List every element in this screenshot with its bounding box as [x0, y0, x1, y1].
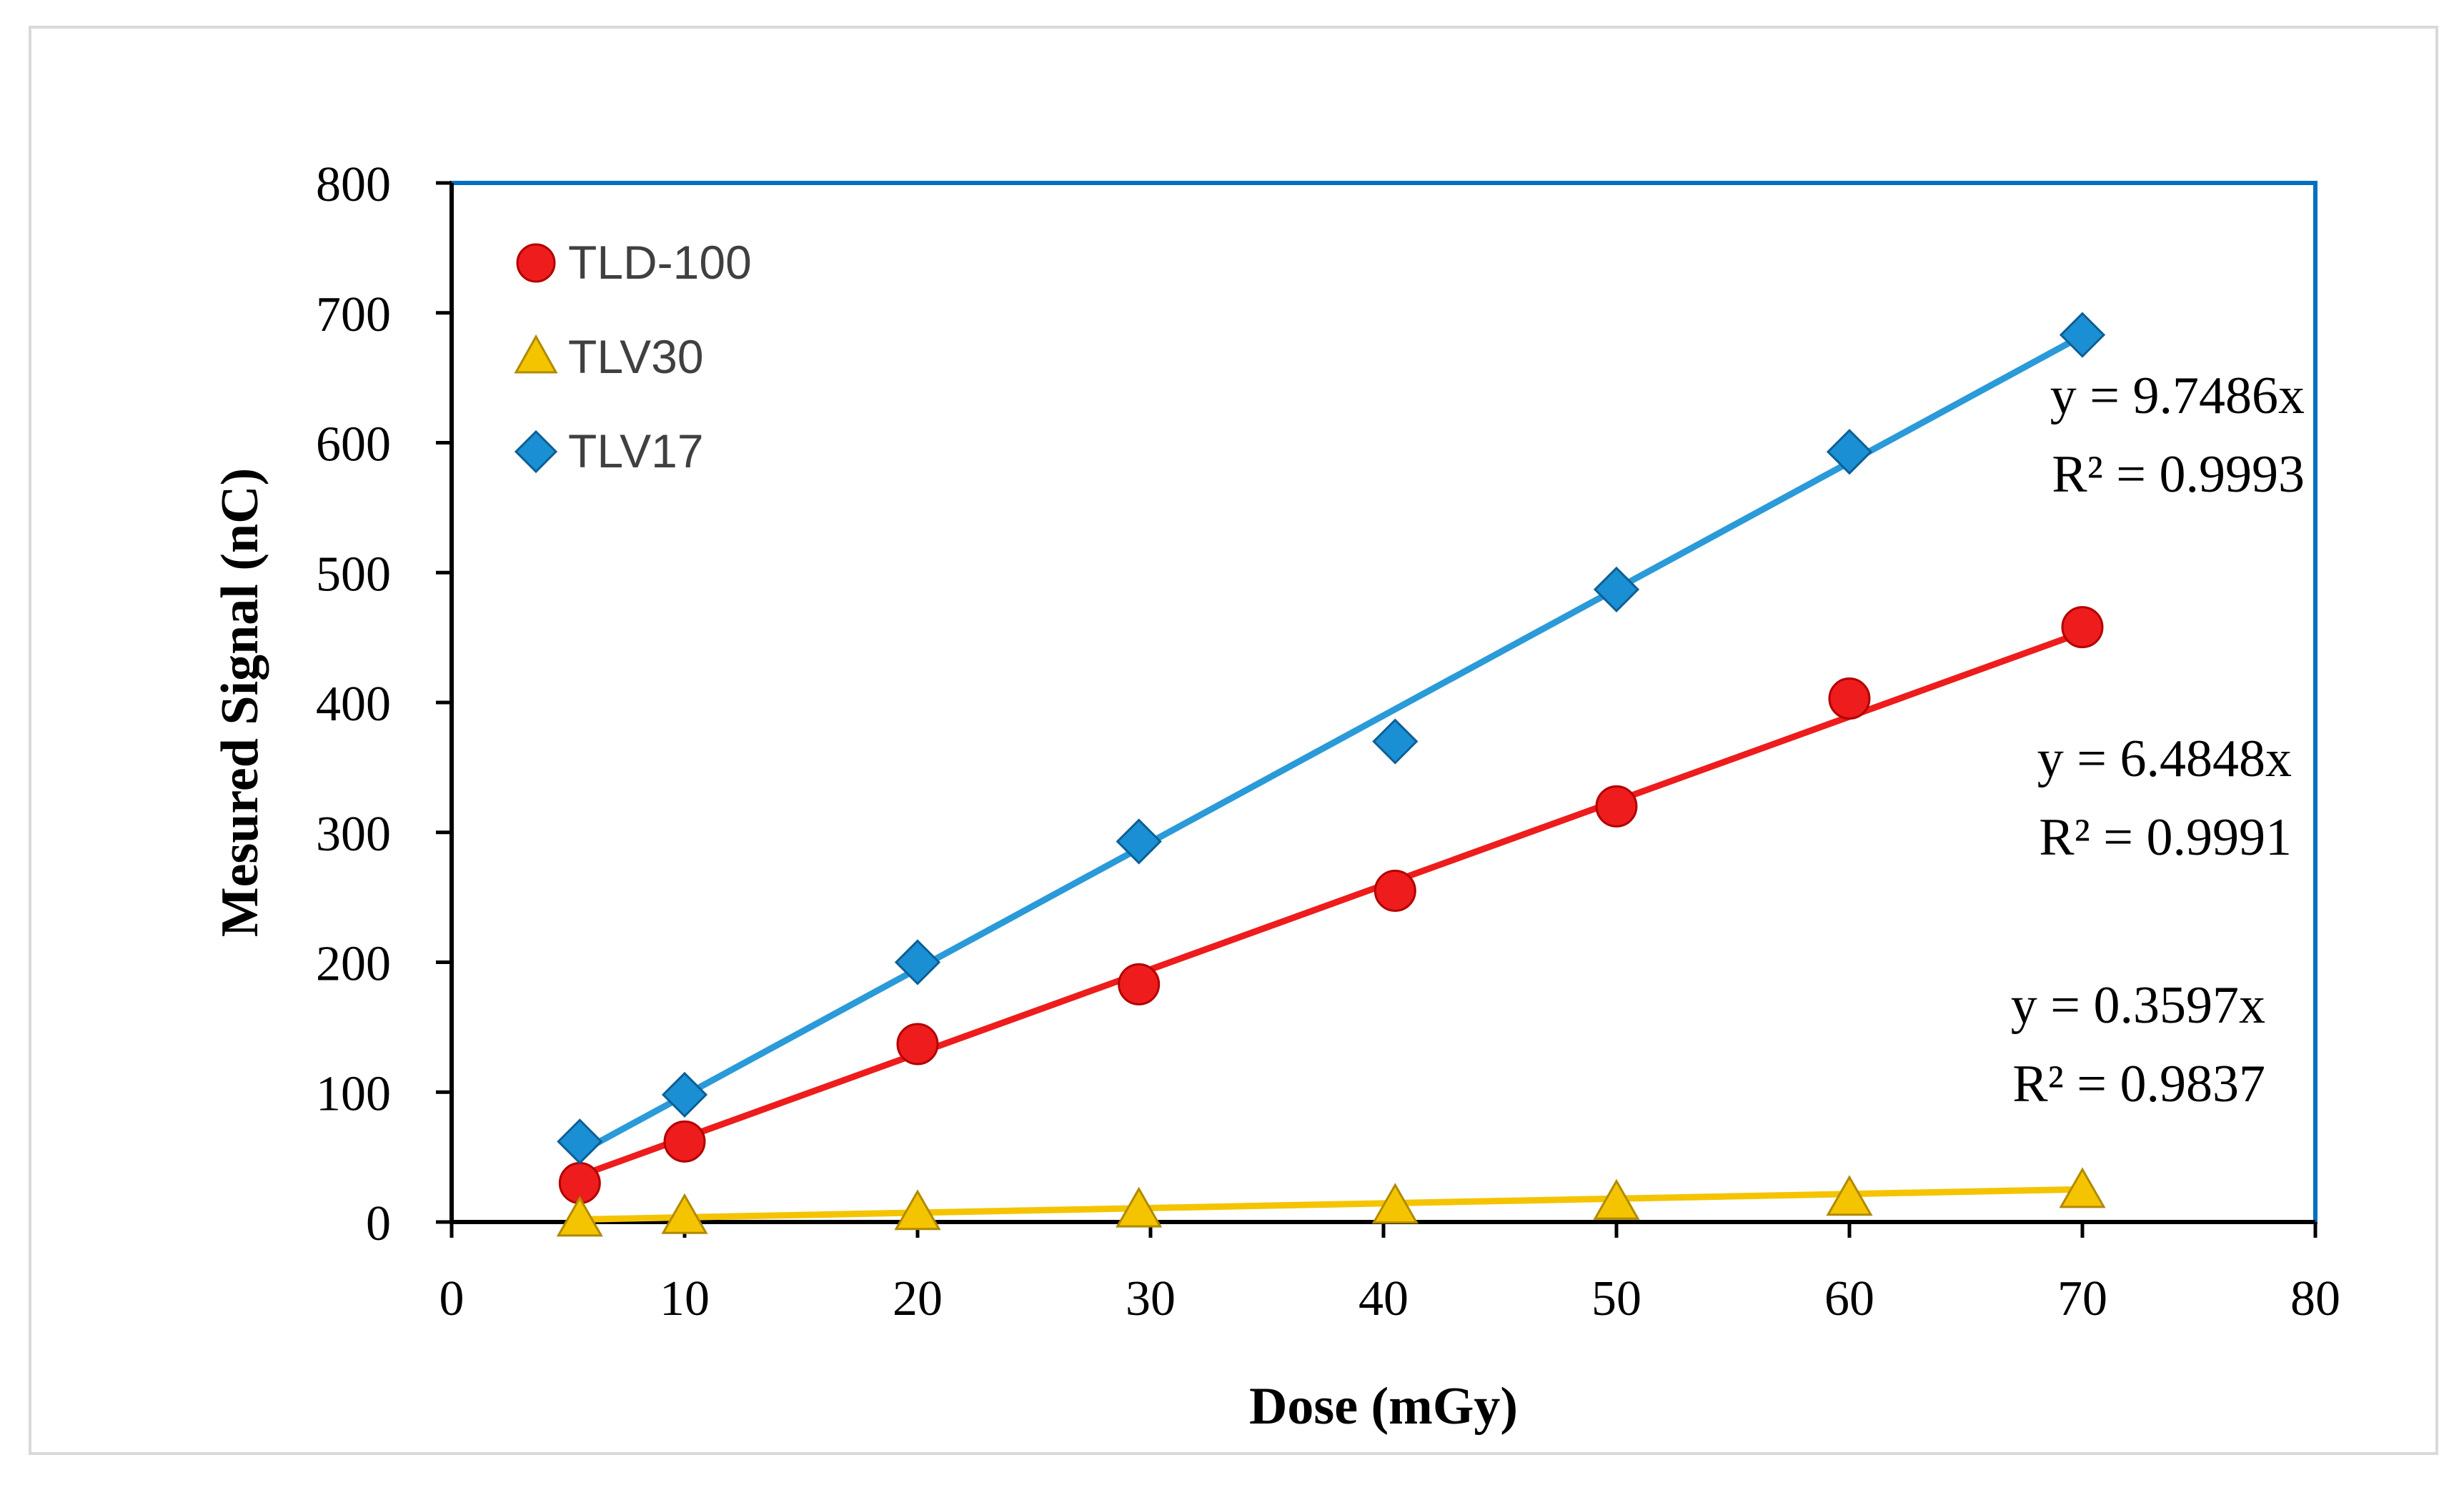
data-point-tlv30 — [2059, 1167, 2106, 1208]
data-point-tld100 — [2061, 606, 2104, 649]
x-tick-label: 70 — [2057, 1271, 2107, 1326]
data-point-tlv17 — [894, 939, 941, 985]
data-point-tlv30 — [1593, 1178, 1640, 1220]
data-point-tlv30 — [556, 1196, 603, 1237]
axes-layer: 0 10 20 30 40 50 60 70 8001002003004005006007008… — [316, 157, 2340, 1326]
data-point-tlv17 — [1593, 566, 1640, 612]
y-tick-label: 600 — [316, 417, 391, 472]
data-point-tlv17 — [557, 1118, 603, 1165]
data-point-tlv30 — [1371, 1183, 1419, 1224]
data-point-tlv17 — [2059, 312, 2106, 358]
r2-tld100: R² = 0.9991 — [2039, 808, 2292, 867]
markers-layer — [556, 312, 2106, 1237]
legend-label-tld100: TLD-100 — [568, 236, 752, 289]
y-axis-title: Mesured Signal (nC) — [211, 468, 269, 937]
y-tick-label: 0 — [366, 1196, 391, 1251]
x-axis-title: Dose (mGy) — [1249, 1377, 1518, 1436]
trendline-tlv30 — [576, 1186, 2086, 1223]
r2-tlv30: R² = 0.9837 — [2012, 1055, 2265, 1113]
trendline-tlv17 — [576, 332, 2086, 1156]
equation-tlv30: y = 0.3597x — [2011, 976, 2265, 1035]
x-tick-label: 0 — [439, 1271, 465, 1326]
legend-marker-tlv30 — [514, 334, 558, 374]
x-tick-label: 10 — [660, 1271, 710, 1326]
data-point-tlv17 — [1116, 818, 1162, 865]
y-tick-label: 500 — [316, 547, 391, 602]
data-point-tld100 — [896, 1023, 939, 1066]
data-point-tld100 — [663, 1120, 706, 1163]
r2-tlv17: R² = 0.9993 — [2052, 445, 2305, 504]
data-point-tlv17 — [1372, 718, 1419, 765]
legend-label-tlv17: TLV17 — [568, 424, 704, 477]
x-tick-label: 40 — [1358, 1271, 1409, 1326]
y-tick-label: 700 — [316, 287, 391, 342]
x-tick-label: 50 — [1591, 1271, 1641, 1326]
data-point-tlv30 — [1826, 1175, 1873, 1216]
x-tick-label: 60 — [1824, 1271, 1874, 1326]
data-point-tlv17 — [661, 1071, 708, 1118]
legend-marker-tld100 — [516, 243, 556, 283]
trendlines-layer — [576, 332, 2086, 1223]
equations: y = 9.7486x R² = 0.9993 y = 6.4848x R² =… — [2011, 367, 2305, 1113]
legend: TLD-100 TLV30 TLV17 — [514, 236, 752, 477]
x-tick-label: 80 — [2290, 1271, 2340, 1326]
y-tick-label: 300 — [316, 807, 391, 862]
y-tick-label: 800 — [316, 157, 391, 212]
legend-marker-tlv17 — [514, 429, 558, 474]
x-tick-label: 30 — [1126, 1271, 1176, 1326]
data-point-tlv30 — [1116, 1186, 1163, 1228]
y-tick-label: 200 — [316, 937, 391, 992]
data-point-tld100 — [1118, 963, 1161, 1005]
data-point-tld100 — [1595, 785, 1638, 828]
trendline-tld100 — [576, 629, 2086, 1179]
data-point-tlv30 — [661, 1193, 708, 1234]
legend-label-tlv30: TLV30 — [568, 330, 704, 383]
data-point-tlv30 — [894, 1189, 941, 1231]
equation-tlv17: y = 9.7486x — [2050, 367, 2305, 425]
x-tick-label: 20 — [893, 1271, 943, 1326]
y-tick-label: 100 — [316, 1066, 391, 1121]
data-point-tlv17 — [1826, 429, 1873, 475]
data-point-tld100 — [1373, 870, 1416, 913]
y-tick-label: 400 — [316, 677, 391, 732]
data-point-tld100 — [1828, 677, 1871, 720]
figure-frame — [29, 26, 2438, 1455]
equation-tld100: y = 6.4848x — [2037, 730, 2292, 788]
